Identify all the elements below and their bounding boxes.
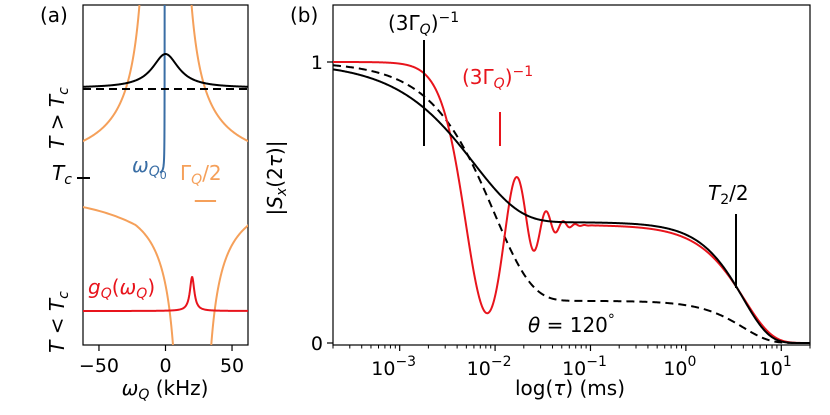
gamma-q-curve-upper-0 <box>83 5 141 143</box>
panel-a-x-tick-label: −50 <box>79 355 119 377</box>
panel-a: −50 0 50 (a) T > Tc Tc T < Tc ωQ0 ΓQ/2 gQ(… <box>40 3 249 403</box>
panel-b-label: (b) <box>290 3 318 27</box>
panel-a-xlabel: ωQ (kHz) <box>122 376 209 403</box>
series-black <box>333 68 810 344</box>
gamma-q-curve-lower-0 <box>83 206 174 345</box>
series-theta-120-dashed <box>333 64 810 344</box>
panel-a-x-ticks: −50 0 50 <box>77 177 244 377</box>
panel-a-ylabel-bottom: T < Tc <box>45 291 72 353</box>
t2-annotation: T2/2 <box>708 181 749 208</box>
panel-a-curves <box>83 5 248 345</box>
red-3gamma-annotation: (3ΓQ)−1 <box>462 64 533 92</box>
panel-a-label: (a) <box>40 3 68 27</box>
panel-b-frame <box>332 4 811 346</box>
panel-b-curves <box>333 61 810 344</box>
panel-b-x-tick-label: 10−1 <box>562 354 607 380</box>
theta-annotation: θ = 120° <box>528 312 615 337</box>
gq-low-t-curve <box>83 276 248 312</box>
gamma-q-curve-lower-1 <box>210 224 248 345</box>
panel-b-x-tick-label: 101 <box>759 354 792 380</box>
panel-b-y-tick-label: 1 <box>311 52 323 74</box>
panel-b-xlabel: log(τ) (ms) <box>515 376 625 400</box>
panel-b-x-tick-label: 10−3 <box>371 354 416 380</box>
gq-high-t-curve <box>83 52 248 88</box>
gamma-q-curve-upper-1 <box>190 5 248 143</box>
panel-b-x-tick-label: 10−2 <box>467 354 512 380</box>
panel-a-x-tick-label: 0 <box>159 355 171 377</box>
panel-b-x-tick-label: 100 <box>663 354 696 380</box>
gq-label: gQ(ωQ) <box>88 275 155 302</box>
panel-a-ylabel-mid: Tc <box>52 161 72 188</box>
gamma-q-half-label: ΓQ/2 <box>180 161 222 188</box>
panel-a-ylabel-top: T > Tc <box>45 87 72 149</box>
panel-b-y-tick-label: 0 <box>311 333 323 355</box>
black-3gamma-annotation: (3ΓQ)−1 <box>388 10 459 38</box>
omega-q0-label: ωQ0 <box>132 153 167 182</box>
panel-a-x-tick-label: 50 <box>220 355 244 377</box>
panel-b-ylabel: |Sx(2τ)| <box>263 141 290 216</box>
